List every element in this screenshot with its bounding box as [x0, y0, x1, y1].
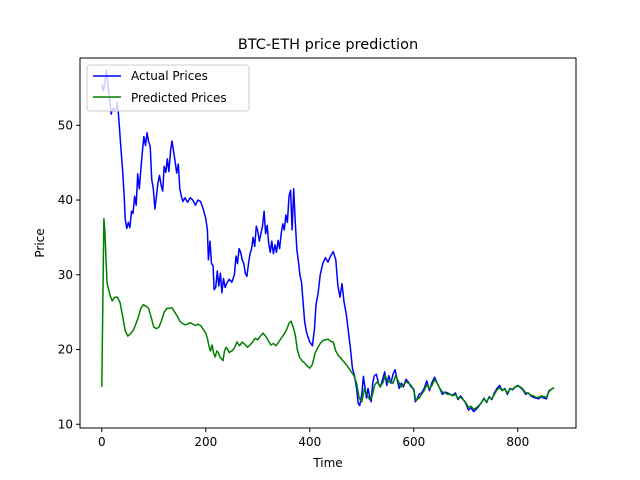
series-layer	[101, 69, 555, 413]
x-tick-label: 600	[402, 435, 425, 449]
x-tick-label: 800	[506, 435, 529, 449]
x-axis-label: Time	[312, 456, 342, 470]
predicted-prices-line	[101, 217, 555, 411]
legend: Actual Prices Predicted Prices	[86, 64, 250, 112]
y-tick-label: 40	[58, 193, 73, 207]
y-tick-label: 20	[58, 343, 73, 357]
x-tick-label: 0	[98, 435, 106, 449]
actual-prices-line	[101, 69, 555, 413]
y-tick-label: 10	[58, 417, 73, 431]
y-tick-label: 30	[58, 268, 73, 282]
x-tick-label: 400	[298, 435, 321, 449]
legend-label-actual: Actual Prices	[131, 69, 208, 83]
plot-area	[79, 57, 577, 429]
x-axis: 0 200 400 600 800	[98, 428, 529, 449]
y-tick-label: 50	[58, 118, 73, 132]
y-axis: 10 20 30 40 50	[58, 118, 80, 431]
legend-label-predicted: Predicted Prices	[131, 91, 227, 105]
plot-frame	[79, 57, 577, 429]
y-axis-label: Price	[33, 228, 47, 257]
chart-title: BTC-ETH price prediction	[238, 37, 418, 53]
x-tick-label: 200	[194, 435, 217, 449]
legend-box	[86, 64, 250, 112]
